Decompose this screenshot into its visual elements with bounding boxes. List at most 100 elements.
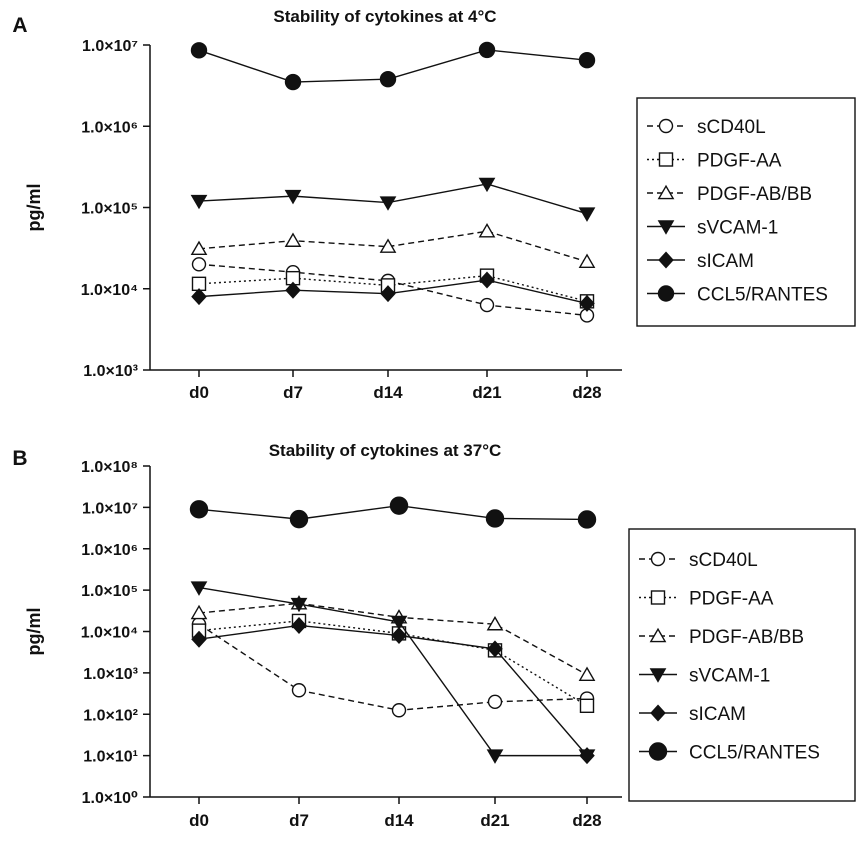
legend-marker: [650, 551, 666, 567]
x-tick-label: d14: [373, 383, 403, 402]
x-tick-label: d7: [289, 811, 309, 830]
data-point: [190, 42, 208, 59]
y-tick-label: 1.0×10⁷: [82, 38, 138, 55]
legend-label: CCL5/RANTES: [697, 285, 828, 306]
series-line: [198, 586, 587, 757]
data-point: [291, 683, 307, 698]
panel-label: B: [12, 447, 27, 470]
data-point: [380, 285, 396, 303]
legend: sCD40L PDGF-AA PDGF-AB/BB sVCAM-1 sICAM CCL5/…: [636, 97, 856, 327]
y-tick-label: 1.0×10⁴: [81, 625, 138, 642]
series-svcam-1: [190, 177, 596, 222]
data-point: [284, 189, 302, 205]
data-point: [284, 73, 302, 91]
data-point: [391, 703, 407, 718]
data-point: [478, 177, 496, 193]
series-sicam: [191, 271, 595, 312]
data-point: [191, 630, 207, 648]
series-line: [198, 624, 588, 757]
y-tick-label: 1.0×10²: [83, 707, 138, 724]
y-axis-label: pg/ml: [24, 184, 44, 232]
y-tick-label: 1.0×10³: [83, 666, 138, 683]
data-point: [191, 257, 207, 272]
legend-box: [628, 528, 856, 802]
legend-label: PDGF-AB/BB: [689, 627, 804, 648]
x-tick-label: d7: [283, 383, 303, 402]
y-tick-label: 1.0×10³: [83, 363, 138, 380]
data-point: [190, 604, 208, 620]
data-point: [487, 694, 503, 709]
x-tick-label: d21: [472, 383, 501, 402]
series-pdgf-aa: [191, 268, 595, 309]
data-point: [577, 510, 597, 529]
x-tick-label: d21: [480, 811, 509, 830]
data-point: [189, 500, 209, 519]
data-point: [579, 294, 595, 312]
chart-title: Stability of cytokines at 4°C: [273, 7, 496, 26]
data-point: [391, 626, 407, 645]
series-pdgf-ab-bb: [190, 223, 596, 268]
legend-label: CCL5/RANTES: [689, 743, 820, 764]
data-point: [578, 52, 596, 69]
y-tick-label: 1.0×10⁶: [81, 542, 138, 559]
data-point: [578, 666, 596, 681]
legend-marker: [657, 220, 675, 235]
y-tick-label: 1.0×10⁸: [81, 459, 138, 476]
data-point: [578, 207, 596, 222]
data-point: [579, 747, 595, 765]
data-point: [191, 288, 207, 306]
y-tick-label: 1.0×10⁵: [81, 583, 138, 600]
series-sicam: [191, 616, 595, 765]
y-tick-label: 1.0×10⁵: [81, 201, 138, 218]
panel-b: B Stability of cytokines at 37°C 1.0×10⁰ 1.…: [12, 441, 856, 830]
data-point: [487, 640, 503, 658]
panel-label: A: [12, 14, 27, 37]
data-point: [190, 240, 208, 256]
x-tick-label: d28: [572, 383, 601, 402]
data-point: [479, 297, 495, 313]
chart-title: Stability of cytokines at 37°C: [269, 441, 502, 460]
legend-marker: [658, 118, 674, 134]
y-tick-label: 1.0×10⁶: [81, 119, 138, 136]
legend-marker: [649, 627, 667, 643]
legend-label: sICAM: [697, 251, 754, 272]
x-tick-label: d0: [189, 383, 209, 402]
legend-marker: [649, 668, 667, 683]
data-point: [379, 238, 397, 253]
legend-marker: [650, 704, 666, 722]
series-pdgf-aa: [191, 613, 595, 714]
legend-marker: [657, 184, 675, 200]
series-line: [198, 263, 588, 317]
legend-marker: [657, 285, 675, 302]
y-tick-label: 1.0×10¹: [83, 749, 138, 766]
y-tick-label: 1.0×10⁴: [81, 282, 138, 299]
series-line: [198, 230, 588, 263]
series-svcam-1: [190, 581, 596, 764]
data-point: [285, 281, 301, 299]
legend-marker: [658, 251, 674, 269]
legend-marker: [648, 742, 668, 761]
x-tick-label: d0: [189, 811, 209, 830]
legend-label: sCD40L: [689, 550, 758, 571]
legend-label: sVCAM-1: [689, 666, 770, 687]
legend-box: [636, 97, 856, 327]
data-point: [289, 509, 309, 529]
legend-label: PDGF-AA: [689, 589, 774, 610]
data-point: [478, 41, 496, 59]
series-scd40l: [191, 257, 595, 323]
panel-a: A Stability of cytokines at 4°C 1.0×10³ 1.0…: [12, 7, 856, 402]
y-tick-label: 1.0×10⁷: [82, 500, 138, 517]
data-point: [190, 194, 208, 210]
legend: sCD40L PDGF-AA PDGF-AB/BB sVCAM-1 sICAM CCL5/…: [628, 528, 856, 802]
data-point: [579, 698, 595, 714]
data-point: [379, 196, 397, 211]
series-ccl5-rantes: [189, 496, 597, 529]
x-tick-label: d28: [572, 811, 601, 830]
data-point: [190, 581, 208, 596]
data-point: [390, 615, 408, 631]
data-point: [479, 271, 495, 289]
x-tick-label: d14: [384, 811, 414, 830]
legend-marker: [650, 590, 666, 605]
